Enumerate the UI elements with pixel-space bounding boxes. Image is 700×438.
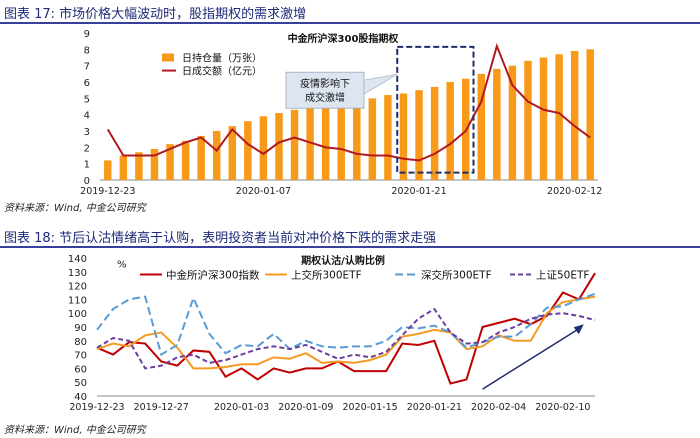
series-szse-300etf bbox=[96, 292, 596, 357]
x-tick-label: 2020-02-04 bbox=[471, 402, 526, 413]
legend-swatch-bar bbox=[162, 53, 174, 62]
series-sse-50etf bbox=[96, 307, 596, 370]
bar-open-interest bbox=[477, 73, 486, 180]
chart2-title: 期权认沽/认购比例 bbox=[301, 254, 385, 267]
annotation-text-line2: 成交激增 bbox=[305, 91, 345, 104]
figure17-title-rule bbox=[0, 22, 700, 24]
x-tick-label: 2019-12-23 bbox=[69, 402, 124, 413]
bar-open-interest bbox=[446, 82, 454, 180]
figure18-title-rule bbox=[0, 246, 700, 248]
y-tick-label: 130 bbox=[68, 268, 87, 279]
legend-label-bar: 日持仓量（万张） bbox=[182, 52, 262, 65]
bar-open-interest bbox=[119, 155, 128, 180]
y-tick-label: 7 bbox=[84, 62, 90, 73]
x-tick-label: 2020-01-07 bbox=[236, 186, 291, 197]
y-tick-label: 120 bbox=[68, 282, 87, 293]
x-tick-label: 2020-02-10 bbox=[535, 402, 590, 413]
legend-label: 中金所沪深300指数 bbox=[166, 269, 260, 282]
y-tick-label: 5 bbox=[84, 94, 90, 105]
y-tick-label: 60 bbox=[74, 364, 87, 375]
x-tick-label: 2020-02-12 bbox=[547, 186, 602, 197]
bar-open-interest bbox=[508, 65, 517, 180]
series-csi300-index bbox=[96, 272, 596, 385]
bar-open-interest bbox=[586, 49, 594, 180]
y-tick-label: 50 bbox=[74, 378, 87, 389]
bar-open-interest bbox=[244, 121, 252, 180]
bar-open-interest bbox=[135, 152, 143, 180]
legend-label: 深交所300ETF bbox=[421, 269, 492, 282]
figure17-title: 图表 17: 市场价格大幅波动时，股指期权的需求激增 bbox=[4, 7, 307, 22]
bar-open-interest bbox=[104, 160, 112, 180]
y-tick-label: 8 bbox=[84, 45, 90, 56]
y-tick-label: 0 bbox=[84, 176, 90, 187]
bar-open-interest bbox=[337, 101, 345, 180]
bar-open-interest bbox=[290, 109, 299, 180]
bar-open-interest bbox=[555, 54, 563, 180]
bar-open-interest bbox=[415, 90, 423, 180]
figure17-source: 资料来源：Wind, 中金公司研究 bbox=[4, 203, 146, 214]
x-tick-label: 2019-12-23 bbox=[80, 186, 135, 197]
annotation-text-line1: 疫情影响下 bbox=[300, 77, 350, 90]
y-tick-label: 1 bbox=[84, 160, 90, 171]
bar-open-interest bbox=[321, 104, 330, 180]
line-turnover bbox=[106, 42, 591, 162]
y-tick-label: 6 bbox=[84, 78, 90, 89]
y-axis-unit: % bbox=[117, 260, 127, 271]
series-sse-300etf bbox=[96, 295, 596, 370]
legend-label: 上证50ETF bbox=[536, 270, 589, 282]
y-tick-label: 70 bbox=[74, 351, 87, 362]
figure18-title: 图表 18: 节后认沽情绪高于认购，表明投资者当前对冲价格下跌的需求走强 bbox=[4, 231, 437, 246]
x-tick-label: 2020-01-21 bbox=[407, 402, 462, 413]
y-tick-label: 2 bbox=[84, 143, 90, 154]
y-tick-label: 3 bbox=[84, 127, 90, 138]
y-tick-label: 4 bbox=[84, 111, 90, 122]
bar-open-interest bbox=[353, 99, 361, 180]
x-tick-label: 2020-01-09 bbox=[278, 402, 333, 413]
annotation-pointer bbox=[363, 73, 398, 95]
chart1-title: 中金所沪深300股指期权 bbox=[288, 32, 400, 45]
x-tick-label: 2020-01-03 bbox=[214, 402, 269, 413]
x-tick-label: 2020-01-21 bbox=[391, 186, 446, 197]
legend-label: 上交所300ETF bbox=[291, 269, 362, 282]
bar-open-interest bbox=[166, 144, 174, 180]
bar-open-interest bbox=[430, 86, 439, 180]
y-tick-label: 9 bbox=[84, 29, 90, 40]
y-tick-label: 90 bbox=[74, 323, 87, 334]
bar-open-interest bbox=[524, 60, 532, 181]
bar-open-interest bbox=[212, 131, 221, 180]
y-tick-label: 110 bbox=[68, 295, 87, 306]
y-tick-label: 40 bbox=[74, 392, 87, 403]
chart-open-interest-turnover: 0 1 2 3 4 5 6 7 8 9 2019-12-23 2020-01-07 2020-01-21… bbox=[80, 29, 602, 197]
trend-arrow-head bbox=[573, 324, 584, 335]
bar-open-interest bbox=[368, 98, 377, 180]
bar-open-interest bbox=[150, 148, 159, 180]
y-tick-label: 80 bbox=[74, 337, 87, 348]
y-tick-label: 100 bbox=[68, 309, 87, 320]
bar-open-interest bbox=[197, 135, 205, 180]
bar-open-interest bbox=[384, 95, 392, 180]
highlight-box bbox=[396, 45, 475, 174]
bar-open-interest bbox=[399, 93, 408, 180]
bar-open-interest bbox=[181, 140, 190, 180]
bar-open-interest bbox=[539, 57, 548, 180]
trend-arrow-shaft bbox=[482, 327, 581, 390]
bar-open-interest bbox=[275, 113, 283, 180]
chart-put-call-ratio: 40 50 60 70 80 90 100 110 120 130 140% 2019-12-23 20… bbox=[68, 254, 596, 413]
x-tick-label: 2019-12-27 bbox=[134, 402, 189, 413]
y-tick-label: 140 bbox=[68, 254, 87, 265]
legend-label-line: 日成交额（亿元） bbox=[182, 65, 262, 78]
bar-open-interest bbox=[259, 116, 268, 180]
bar-open-interest bbox=[570, 50, 579, 180]
figure18-source: 资料来源：Wind, 中金公司研究 bbox=[4, 425, 146, 436]
x-tick-label: 2020-01-15 bbox=[342, 402, 397, 413]
bar-open-interest bbox=[228, 126, 237, 180]
bar-open-interest bbox=[493, 68, 501, 180]
